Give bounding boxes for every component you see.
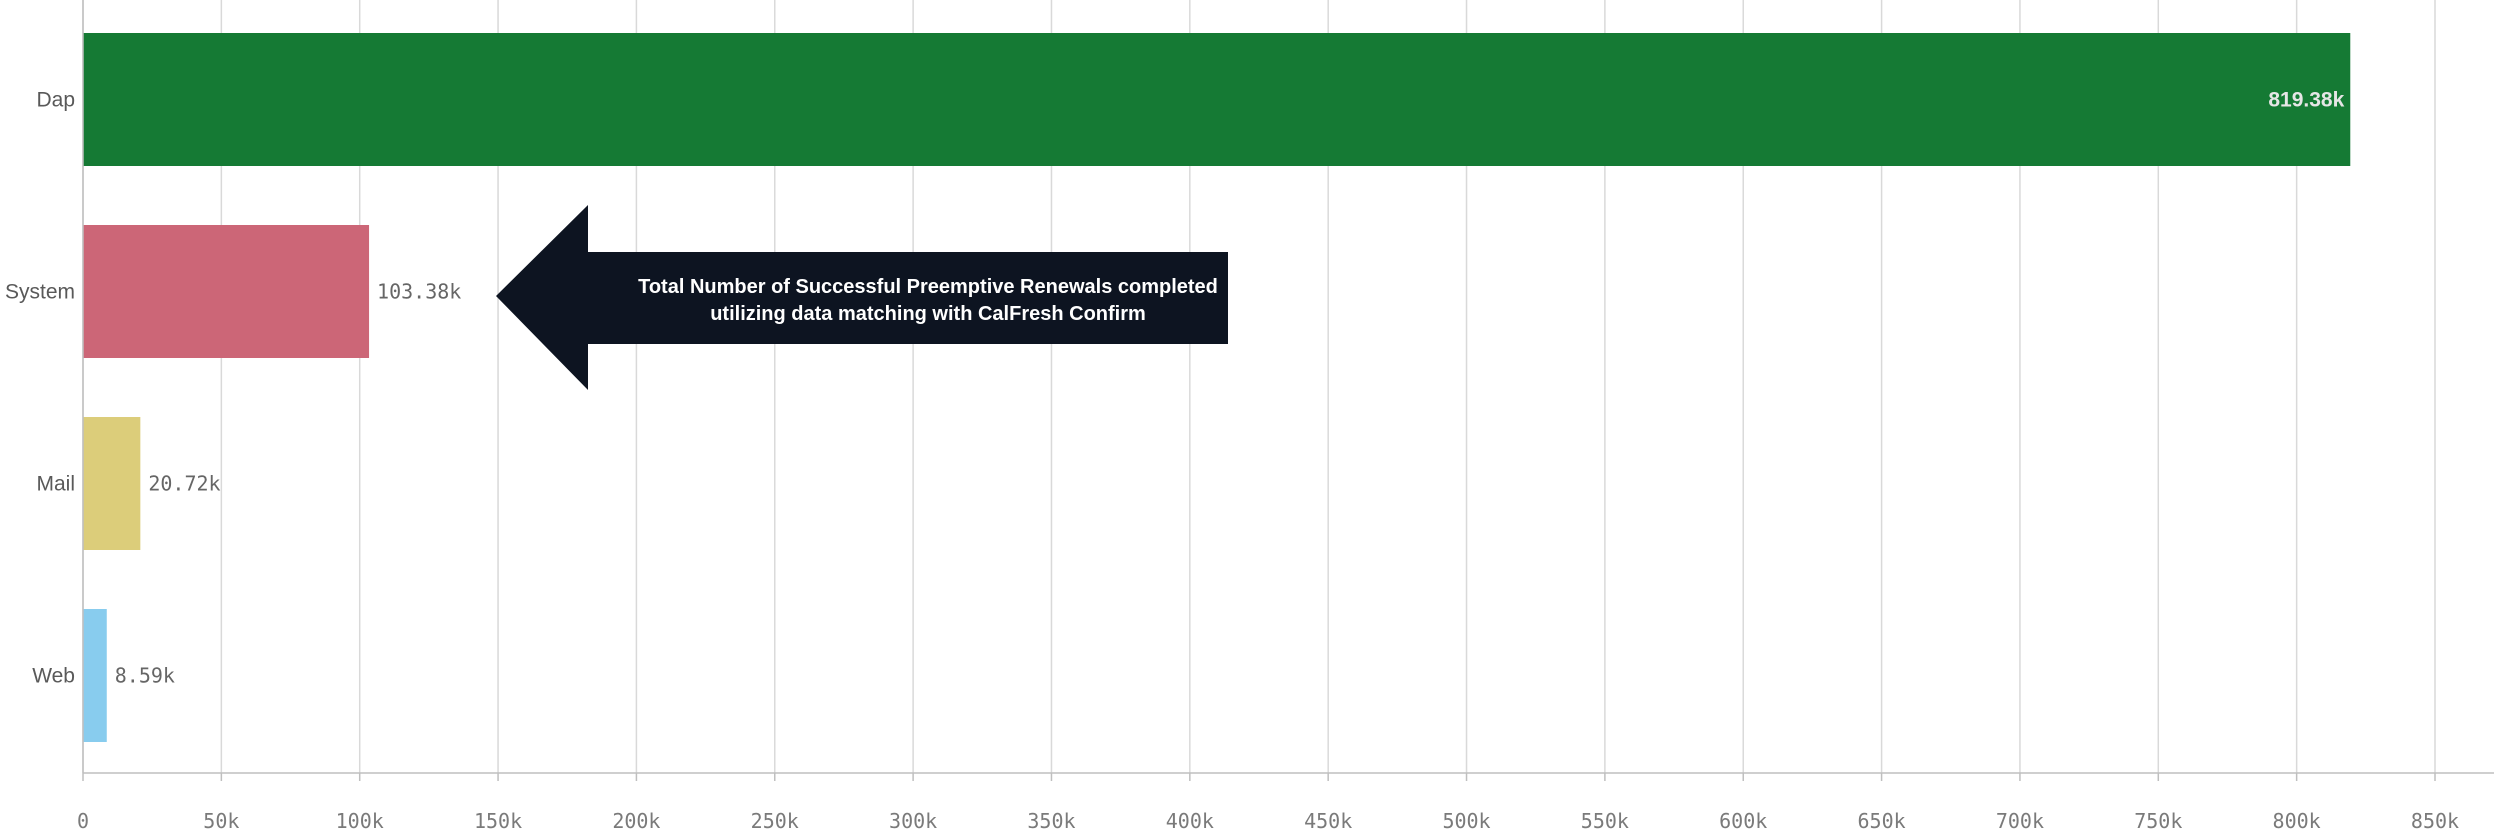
x-tick-label: 300k xyxy=(889,809,937,833)
x-tick-label: 650k xyxy=(1858,809,1906,833)
x-tick-label: 350k xyxy=(1027,809,1075,833)
x-tick-label: 550k xyxy=(1581,809,1629,833)
x-tick-label: 750k xyxy=(2134,809,2182,833)
bars: 819.38k 103.38k 20.72k 8.59k xyxy=(83,33,2351,742)
category-label-dap: Dap xyxy=(36,89,75,112)
annotation-text-line-2: utilizing data matching with CalFresh Co… xyxy=(710,303,1146,325)
x-tick-label: 450k xyxy=(1304,809,1352,833)
annotation-text-line-1: Total Number of Successful Preemptive Re… xyxy=(638,276,1218,298)
x-tick-label: 600k xyxy=(1719,809,1767,833)
category-axis: Dap System Mail Web xyxy=(5,89,75,688)
data-label-web: 8.59k xyxy=(115,664,175,688)
annotation-arrow xyxy=(496,205,1228,390)
data-label-mail: 20.72k xyxy=(148,472,220,496)
x-tick-label: 500k xyxy=(1442,809,1490,833)
bar-web[interactable] xyxy=(83,609,107,742)
annotation-callout: Total Number of Successful Preemptive Re… xyxy=(496,205,1228,390)
x-tick-label: 50k xyxy=(203,809,239,833)
bar-system[interactable] xyxy=(83,225,370,358)
x-tick-label: 0 xyxy=(77,809,89,833)
x-tick-label: 100k xyxy=(336,809,384,833)
x-axis: 0 50k 100k 150k 200k 250k 300k 350k 400k 450k 500k… xyxy=(77,0,2494,833)
bar-mail[interactable] xyxy=(83,417,141,550)
x-tick-label: 150k xyxy=(474,809,522,833)
x-tick-label: 250k xyxy=(751,809,799,833)
x-tick-label: 200k xyxy=(612,809,660,833)
x-tick-label: 400k xyxy=(1166,809,1214,833)
x-tick-label: 850k xyxy=(2411,809,2459,833)
category-label-system: System xyxy=(5,281,75,304)
category-label-mail: Mail xyxy=(36,473,75,496)
x-tick-label: 800k xyxy=(2273,809,2321,833)
bar-dap[interactable] xyxy=(83,33,2351,166)
data-label-dap: 819.38k xyxy=(2268,89,2344,112)
data-label-system: 103.38k xyxy=(377,280,461,304)
category-label-web: Web xyxy=(32,665,75,688)
x-tick-label: 700k xyxy=(1996,809,2044,833)
